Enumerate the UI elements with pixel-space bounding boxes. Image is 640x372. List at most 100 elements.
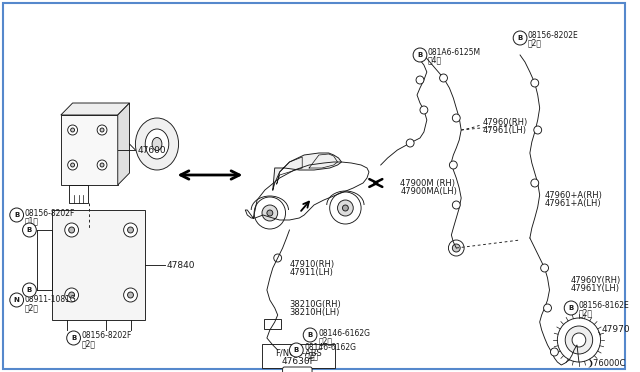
Text: 08156-8202F: 08156-8202F [81,331,132,340]
Text: 47600: 47600 [138,145,166,154]
Text: 47960+A(RH): 47960+A(RH) [545,190,602,199]
Circle shape [10,293,24,307]
Text: 38210G(RH): 38210G(RH) [289,301,341,310]
Circle shape [420,106,428,114]
Circle shape [342,205,348,211]
Circle shape [330,192,361,224]
Circle shape [531,79,539,87]
FancyBboxPatch shape [272,349,291,361]
Text: 08146-6162G: 08146-6162G [304,343,356,353]
Text: 47900M (RH): 47900M (RH) [401,179,455,187]
Text: 47960Y(RH): 47960Y(RH) [571,276,621,285]
Circle shape [452,244,460,252]
Circle shape [127,227,134,233]
Circle shape [124,288,138,302]
Circle shape [267,210,273,216]
Text: ❩76000C: ❩76000C [587,359,626,368]
Circle shape [449,161,457,169]
Circle shape [557,318,600,362]
Circle shape [303,328,317,342]
Text: 47630F: 47630F [282,356,315,366]
Text: 08156-8202E: 08156-8202E [528,31,579,39]
Text: 08911-1081G: 08911-1081G [24,295,76,305]
Polygon shape [118,103,129,185]
Circle shape [440,74,447,82]
FancyBboxPatch shape [262,344,335,368]
Text: B: B [307,332,313,338]
Ellipse shape [136,118,179,170]
Circle shape [543,304,552,312]
Text: 47970: 47970 [602,326,630,334]
Text: 47840: 47840 [167,260,195,269]
Circle shape [100,163,104,167]
Text: 47911(LH): 47911(LH) [289,269,333,278]
Text: 47961Y(LH): 47961Y(LH) [571,283,620,292]
Circle shape [413,48,427,62]
Circle shape [124,223,138,237]
Circle shape [127,292,134,298]
Circle shape [22,283,36,297]
Circle shape [550,348,558,356]
Polygon shape [61,103,129,115]
Text: 38210H(LH): 38210H(LH) [289,308,340,317]
Text: 〈1〉: 〈1〉 [24,217,38,225]
FancyBboxPatch shape [52,210,145,320]
Circle shape [337,200,353,216]
Text: 47910(RH): 47910(RH) [289,260,335,269]
Circle shape [564,301,578,315]
FancyBboxPatch shape [61,115,118,185]
Circle shape [67,331,81,345]
Text: N: N [13,297,20,303]
Circle shape [541,264,548,272]
Text: 〈2〉: 〈2〉 [24,304,38,312]
Text: 081A6-6125M: 081A6-6125M [428,48,481,57]
Text: 08156-8202F: 08156-8202F [24,208,75,218]
Text: B: B [71,335,76,341]
Circle shape [97,160,107,170]
Polygon shape [273,153,342,190]
Text: B: B [417,52,422,58]
Circle shape [406,139,414,147]
Circle shape [513,31,527,45]
Circle shape [97,125,107,135]
Ellipse shape [152,138,162,151]
Circle shape [22,223,36,237]
Ellipse shape [145,129,169,159]
Circle shape [534,126,541,134]
Text: 〈2〉: 〈2〉 [319,337,333,346]
Text: B: B [27,227,32,233]
Circle shape [68,227,75,233]
Circle shape [452,201,460,209]
Text: 47961+A(LH): 47961+A(LH) [545,199,601,208]
Circle shape [68,125,77,135]
Circle shape [68,160,77,170]
Text: 47900MA(LH): 47900MA(LH) [401,186,457,196]
Circle shape [100,128,104,132]
Text: B: B [294,347,299,353]
Text: 47960(RH): 47960(RH) [483,118,528,126]
Circle shape [565,326,593,354]
Circle shape [70,163,75,167]
Circle shape [65,223,79,237]
Text: 08146-6162G: 08146-6162G [319,328,371,337]
Circle shape [452,114,460,122]
Circle shape [274,254,282,262]
Text: B: B [14,212,19,218]
Circle shape [70,128,75,132]
Text: B: B [568,305,573,311]
Text: 〈4〉: 〈4〉 [428,55,442,64]
Circle shape [289,343,303,357]
Circle shape [572,333,586,347]
Circle shape [65,288,79,302]
Circle shape [262,205,278,221]
FancyBboxPatch shape [283,367,312,372]
Circle shape [254,197,285,229]
Text: 47961(LH): 47961(LH) [483,125,527,135]
Text: 08156-8162E: 08156-8162E [579,301,630,310]
Text: B: B [27,287,32,293]
Text: 〈2〉: 〈2〉 [579,308,593,317]
Text: 〈2〉: 〈2〉 [304,352,318,360]
Circle shape [449,240,464,256]
Text: 〈2〉: 〈2〉 [528,38,542,48]
Text: 〈2〉: 〈2〉 [81,340,95,349]
